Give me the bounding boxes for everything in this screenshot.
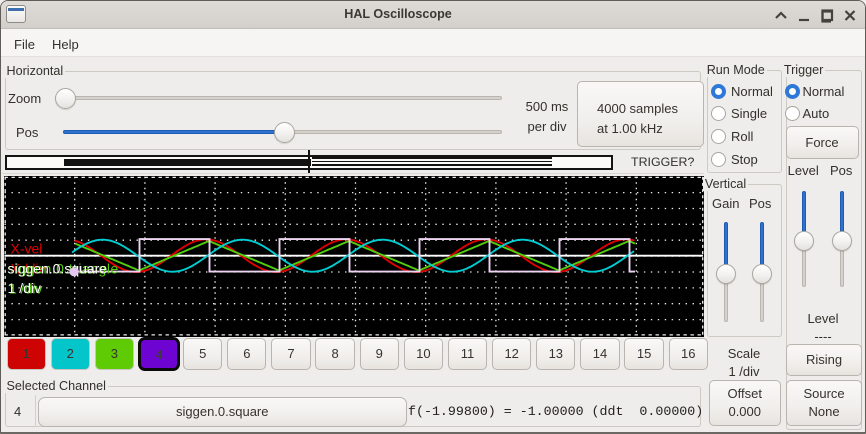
svg-text:siggen.0.square: siggen.0.square bbox=[8, 260, 108, 276]
svg-text:1 /div: 1 /div bbox=[8, 280, 41, 296]
svg-text:1 /div: 1 /div bbox=[9, 280, 42, 296]
svg-text:X-vel: X-vel bbox=[11, 240, 43, 256]
svg-text:siggen.0.triangle: siggen.0.triangle bbox=[8, 260, 119, 276]
svg-text:X /div: X /div bbox=[11, 260, 46, 276]
